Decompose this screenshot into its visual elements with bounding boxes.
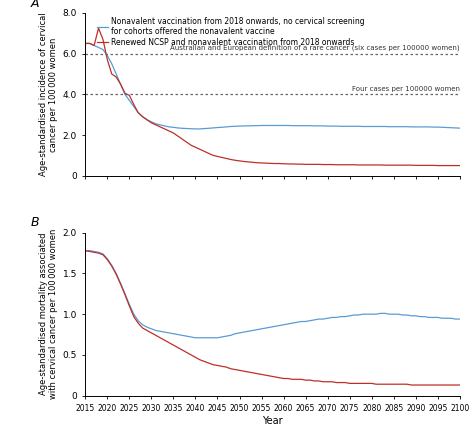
Nonavalent vaccination from 2018 onwards, no cervical screening
for cohorts offered the nonavalent vaccine <box>457 126 463 131</box>
Text: Four cases per 100000 women: Four cases per 100000 women <box>352 86 460 92</box>
Line: Nonavalent vaccination from 2018 onwards, no cervical screening
for cohorts offered the nonavalent vaccine: Nonavalent vaccination from 2018 onwards… <box>85 43 460 129</box>
Renewed NCSP and nonavalent vaccination from 2018 onwards <box>91 43 97 48</box>
Nonavalent vaccination from 2018 onwards, no cervical screening
for cohorts offered the nonavalent vaccine <box>373 124 379 129</box>
Renewed NCSP and nonavalent vaccination from 2018 onwards <box>267 161 273 166</box>
Renewed NCSP and nonavalent vaccination from 2018 onwards <box>404 163 410 168</box>
Nonavalent vaccination from 2018 onwards, no cervical screening
for cohorts offered the nonavalent vaccine <box>267 123 273 128</box>
Text: A: A <box>31 0 39 9</box>
Line: Renewed NCSP and nonavalent vaccination from 2018 onwards: Renewed NCSP and nonavalent vaccination … <box>85 28 460 166</box>
Y-axis label: Age-standardised mortality associated
with cervical cancer per 100 000 women: Age-standardised mortality associated wi… <box>39 229 58 399</box>
Nonavalent vaccination from 2018 onwards, no cervical screening
for cohorts offered the nonavalent vaccine <box>100 47 106 52</box>
Legend: Nonavalent vaccination from 2018 onwards, no cervical screening
for cohorts offe: Nonavalent vaccination from 2018 onwards… <box>97 17 365 46</box>
Renewed NCSP and nonavalent vaccination from 2018 onwards <box>82 41 88 46</box>
X-axis label: Year: Year <box>262 416 283 426</box>
Renewed NCSP and nonavalent vaccination from 2018 onwards <box>127 93 132 98</box>
Renewed NCSP and nonavalent vaccination from 2018 onwards <box>373 163 379 168</box>
Nonavalent vaccination from 2018 onwards, no cervical screening
for cohorts offered the nonavalent vaccine <box>192 126 198 132</box>
Renewed NCSP and nonavalent vaccination from 2018 onwards <box>96 26 101 31</box>
Renewed NCSP and nonavalent vaccination from 2018 onwards <box>435 163 441 168</box>
Renewed NCSP and nonavalent vaccination from 2018 onwards <box>104 57 110 62</box>
Renewed NCSP and nonavalent vaccination from 2018 onwards <box>457 163 463 168</box>
Nonavalent vaccination from 2018 onwards, no cervical screening
for cohorts offered the nonavalent vaccine <box>122 92 128 97</box>
Nonavalent vaccination from 2018 onwards, no cervical screening
for cohorts offered the nonavalent vaccine <box>82 41 88 46</box>
Y-axis label: Age-standardised incidence of cervical
cancer per 100 000 women: Age-standardised incidence of cervical c… <box>39 12 58 176</box>
Nonavalent vaccination from 2018 onwards, no cervical screening
for cohorts offered the nonavalent vaccine <box>91 43 97 48</box>
Nonavalent vaccination from 2018 onwards, no cervical screening
for cohorts offered the nonavalent vaccine <box>404 124 410 129</box>
Text: B: B <box>31 216 40 230</box>
Text: Australian and European definition of a rare cancer (six cases per 100000 women): Australian and European definition of a … <box>170 44 460 51</box>
